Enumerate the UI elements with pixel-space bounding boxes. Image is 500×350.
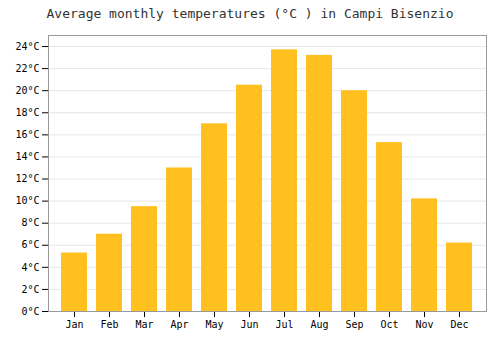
svg-text:Feb: Feb <box>100 319 118 330</box>
svg-text:20°C: 20°C <box>15 85 39 96</box>
svg-text:14°C: 14°C <box>15 151 39 162</box>
svg-text:22°C: 22°C <box>15 63 39 74</box>
svg-text:Jul: Jul <box>275 319 293 330</box>
svg-text:6°C: 6°C <box>21 239 39 250</box>
svg-text:Jun: Jun <box>240 319 258 330</box>
svg-text:Oct: Oct <box>380 319 398 330</box>
svg-text:10°C: 10°C <box>15 195 39 206</box>
svg-text:2°C: 2°C <box>21 284 39 295</box>
svg-text:Aug: Aug <box>310 319 328 330</box>
svg-text:May: May <box>205 319 223 330</box>
svg-text:Dec: Dec <box>450 319 468 330</box>
svg-text:8°C: 8°C <box>21 217 39 228</box>
svg-text:Apr: Apr <box>170 319 188 330</box>
svg-text:Mar: Mar <box>135 319 153 330</box>
svg-text:16°C: 16°C <box>15 129 39 140</box>
svg-text:Sep: Sep <box>345 319 363 330</box>
svg-text:4°C: 4°C <box>21 262 39 273</box>
svg-text:Jan: Jan <box>65 319 83 330</box>
svg-text:0°C: 0°C <box>21 306 39 317</box>
svg-text:24°C: 24°C <box>15 41 39 52</box>
svg-text:18°C: 18°C <box>15 107 39 118</box>
svg-text:Nov: Nov <box>415 319 433 330</box>
html-text:Average monthly temperatures (: Average monthly temperatures (°C ) in Ca… <box>46 6 454 21</box>
svg-text:12°C: 12°C <box>15 173 39 184</box>
